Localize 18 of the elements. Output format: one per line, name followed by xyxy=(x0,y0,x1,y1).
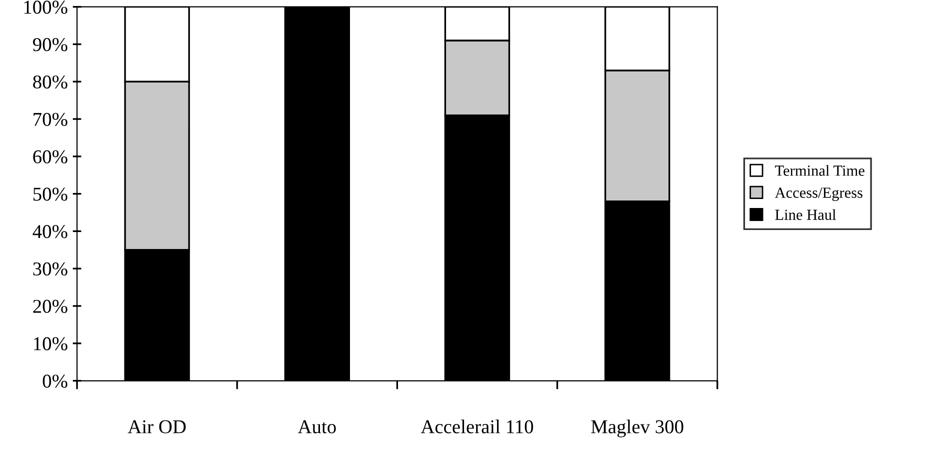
y-tick-label: 100% xyxy=(24,0,68,14)
y-tick-label: 70% xyxy=(34,112,68,126)
legend-label: Access/Egress xyxy=(774,188,862,202)
y-tick-label: 20% xyxy=(33,300,68,313)
x-tick-label: Air OD xyxy=(128,420,186,434)
y-tick-label: 30% xyxy=(33,262,68,276)
legend-label: Line Haul xyxy=(775,209,836,220)
y-tick-label: 50% xyxy=(33,188,68,201)
x-tick-label: Accelerail 110 xyxy=(420,420,534,434)
y-tick-label: 40% xyxy=(32,225,68,238)
y-tick-label: 10% xyxy=(34,337,68,350)
y-tick-label: 60% xyxy=(33,150,68,164)
x-tick-label: Maglev 300 xyxy=(591,420,684,438)
y-tick-label: 90% xyxy=(32,38,68,52)
legend-label: Terminal Time xyxy=(775,165,864,176)
x-tick-label: Auto xyxy=(298,420,336,434)
y-tick-label: 0% xyxy=(42,374,68,388)
y-tick-label: 80% xyxy=(33,75,68,89)
